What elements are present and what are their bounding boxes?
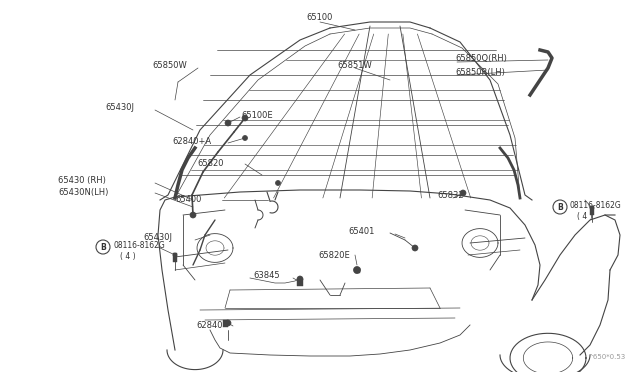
Text: 65850R(LH): 65850R(LH): [455, 67, 505, 77]
Bar: [355, 267, 360, 273]
Circle shape: [297, 276, 303, 282]
Circle shape: [173, 253, 177, 257]
Circle shape: [275, 180, 280, 186]
Circle shape: [353, 266, 360, 273]
Circle shape: [190, 212, 196, 218]
Text: B: B: [557, 202, 563, 212]
Text: ^650*0.53: ^650*0.53: [587, 354, 625, 360]
Text: 65400: 65400: [175, 196, 202, 205]
Circle shape: [225, 320, 231, 326]
Text: 65430N(LH): 65430N(LH): [58, 189, 108, 198]
Bar: [590, 205, 594, 215]
Circle shape: [242, 115, 248, 121]
Text: 65100: 65100: [307, 13, 333, 22]
Text: 65820E: 65820E: [318, 250, 349, 260]
Text: 65401: 65401: [348, 228, 374, 237]
Text: 63845: 63845: [253, 272, 280, 280]
Text: 65100E: 65100E: [241, 110, 273, 119]
Text: 65850W: 65850W: [152, 61, 187, 70]
Bar: [173, 253, 177, 262]
Bar: [223, 320, 227, 327]
Circle shape: [225, 120, 231, 126]
Text: 62840: 62840: [196, 321, 223, 330]
Text: 65850Q(RH): 65850Q(RH): [455, 55, 507, 64]
Text: 65430 (RH): 65430 (RH): [58, 176, 106, 186]
Text: 08116-8162G: 08116-8162G: [113, 241, 164, 250]
Bar: [297, 279, 303, 285]
Circle shape: [243, 135, 248, 141]
Circle shape: [460, 190, 466, 196]
Circle shape: [590, 206, 594, 210]
Text: ( 4 ): ( 4 ): [120, 253, 136, 262]
Text: 65851W: 65851W: [337, 61, 372, 70]
Text: 65832: 65832: [437, 192, 463, 201]
Text: 65820: 65820: [197, 158, 223, 167]
Text: 65430J: 65430J: [143, 234, 172, 243]
Text: 65430J: 65430J: [105, 103, 134, 112]
Text: B: B: [100, 243, 106, 251]
Circle shape: [412, 245, 418, 251]
Text: ( 4 ): ( 4 ): [577, 212, 593, 221]
Text: 08116-8162G: 08116-8162G: [570, 201, 621, 209]
Text: 62840+A: 62840+A: [172, 137, 211, 145]
